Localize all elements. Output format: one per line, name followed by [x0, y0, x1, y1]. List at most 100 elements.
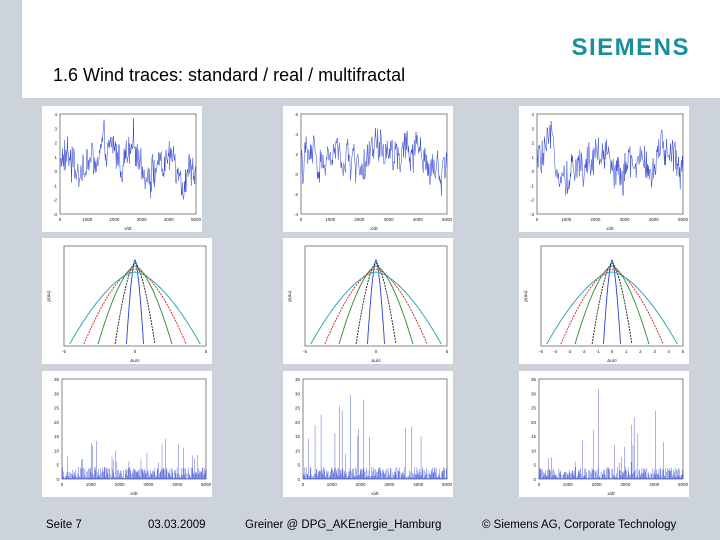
y-tick-label: -3: [530, 212, 534, 217]
trace-line: [59, 118, 197, 200]
y-tick-label: 1: [54, 155, 57, 160]
y-tick-label: 10: [531, 448, 537, 453]
x-axis-label: x/dt: [607, 491, 615, 496]
y-tick-label: 4: [531, 112, 534, 117]
x-tick-label: 2000: [109, 217, 120, 222]
y-tick-label: 2: [295, 152, 298, 157]
pdf-curve: [367, 259, 385, 345]
y-tick-label: 2: [54, 141, 57, 146]
pdf-curve: [355, 262, 397, 345]
x-axis-label: Δu/σ: [130, 358, 140, 363]
x-tick-label: 4000: [172, 482, 183, 487]
x-tick-label: 2000: [115, 482, 126, 487]
footer-copyright: © Siemens AG, Corporate Technology: [482, 519, 677, 531]
x-tick-label: -4: [553, 349, 557, 354]
trace-panel-real: 6 4 2 0 -2 -4 0 1000 2000 3000 4000 5000 x/dt: [283, 106, 453, 232]
y-tick-label: 35: [295, 377, 301, 382]
x-tick-label: 3000: [620, 482, 631, 487]
x-tick-label: 4000: [649, 482, 660, 487]
pdf-curve: [310, 271, 442, 345]
x-axis-label: Δu/σ: [607, 358, 617, 363]
pdf-curve: [114, 262, 156, 345]
volatility-plot: 35 30 25 20 15 10 5 00 1000 2000 3000 4000 5000 x/dt: [531, 377, 689, 496]
x-tick-label: 0: [375, 349, 378, 354]
pdf-curve: [69, 271, 201, 345]
x-tick-label: 1000: [561, 217, 572, 222]
y-tick-label: 2: [531, 141, 534, 146]
x-axis-label: x/dt: [371, 491, 379, 496]
x-tick-label: 3000: [620, 217, 631, 222]
y-tick-label: 3: [531, 126, 534, 131]
volatility-plot: 35 30 25 20 15 10 5 00 1000 2000 3000 4000 5000 x/dt: [54, 377, 212, 496]
y-tick-label: 3: [54, 126, 57, 131]
x-tick-label: 4000: [164, 217, 175, 222]
pdf-curve: [591, 262, 633, 345]
x-tick-label: 2000: [356, 482, 367, 487]
y-tick-label: -2: [530, 198, 534, 203]
x-tick-label: -5: [62, 349, 66, 354]
y-tick-label: 20: [531, 420, 537, 425]
x-tick-label: 2: [639, 349, 642, 354]
x-tick-label: 5000: [201, 482, 212, 487]
pdf-curve: [126, 259, 144, 345]
y-tick-label: 20: [54, 420, 60, 425]
y-tick-label: 15: [54, 434, 60, 439]
x-tick-label: 5000: [442, 217, 453, 222]
y-axis-label: p(Δu): [46, 290, 51, 302]
y-tick-label: 30: [531, 391, 537, 396]
y-tick-label: 15: [531, 434, 537, 439]
pdf-curve: [603, 259, 621, 345]
y-tick-label: 5: [297, 463, 300, 468]
pdf-plot: -5 -4 -3 -2 -1 0 1 2 3 4 5 Δu/σ p(Δu): [523, 245, 685, 363]
x-tick-label: 5: [205, 349, 208, 354]
x-tick-label: 5000: [678, 217, 689, 222]
y-tick-label: 0: [297, 477, 300, 482]
y-tick-label: 20: [295, 420, 301, 425]
y-tick-label: 30: [54, 391, 60, 396]
x-tick-label: 3000: [384, 217, 395, 222]
x-axis-label: x/dt: [124, 226, 132, 231]
x-tick-label: 5000: [442, 482, 453, 487]
y-tick-label: 10: [54, 448, 60, 453]
x-tick-label: 0: [302, 482, 305, 487]
y-tick-label: 25: [54, 406, 60, 411]
slide-title: 1.6 Wind traces: standard / real / multi…: [53, 65, 406, 85]
volatility-panel-standard: 35 30 25 20 15 10 5 0 0 1000 2000 3000 4000 5000 x/dt: [42, 371, 212, 497]
slide-header: SIEMENS 1.6 Wind traces: standard / real…: [22, 0, 720, 98]
x-tick-label: 3000: [384, 482, 395, 487]
y-axis-label: p(Δu): [287, 290, 292, 302]
pdf-panel-standard: -5 0 5 Δu/σ p(Δu): [42, 238, 212, 364]
y-tick-label: -2: [53, 198, 57, 203]
x-tick-label: 1000: [327, 482, 338, 487]
x-tick-label: 0: [538, 482, 541, 487]
y-tick-label: -1: [53, 183, 57, 188]
x-tick-label: 0: [59, 217, 62, 222]
x-tick-label: -2: [582, 349, 586, 354]
x-tick-label: 1000: [86, 482, 97, 487]
pdf-plot: -5 0 5 Δu/σ p(Δu): [46, 245, 208, 363]
x-tick-label: 3000: [143, 482, 154, 487]
x-tick-label: 4000: [649, 217, 660, 222]
volatility-panel-multifractal: 35 30 25 20 15 10 5 0 0 1000 2000 3000 4000 5000 x/dt: [519, 371, 689, 497]
y-tick-label: 25: [531, 406, 537, 411]
pdf-panel-multifractal: -5 -4 -3 -2 -1 0 1 2 3 4 5 Δu/σ p(Δu): [519, 238, 689, 364]
x-tick-label: 4000: [413, 482, 424, 487]
y-tick-label: 0: [531, 169, 534, 174]
x-tick-label: 5000: [678, 482, 689, 487]
y-tick-label: 0: [56, 477, 59, 482]
y-tick-label: 0: [295, 172, 298, 177]
trace-line: [300, 128, 448, 197]
pdf-plot: -5 0 5 Δu/σ p(Δu): [287, 245, 449, 363]
y-tick-label: 6: [295, 112, 298, 117]
trace-line: [536, 121, 684, 196]
pdf-curve: [324, 268, 428, 345]
pdf-curve: [338, 265, 414, 345]
x-tick-label: 5: [446, 349, 449, 354]
y-tick-label: 4: [54, 112, 57, 117]
y-tick-label: 25: [295, 406, 301, 411]
y-tick-label: 15: [295, 434, 301, 439]
x-axis-label: x/dt: [370, 226, 378, 231]
y-axis-label: p(Δu): [523, 290, 528, 302]
